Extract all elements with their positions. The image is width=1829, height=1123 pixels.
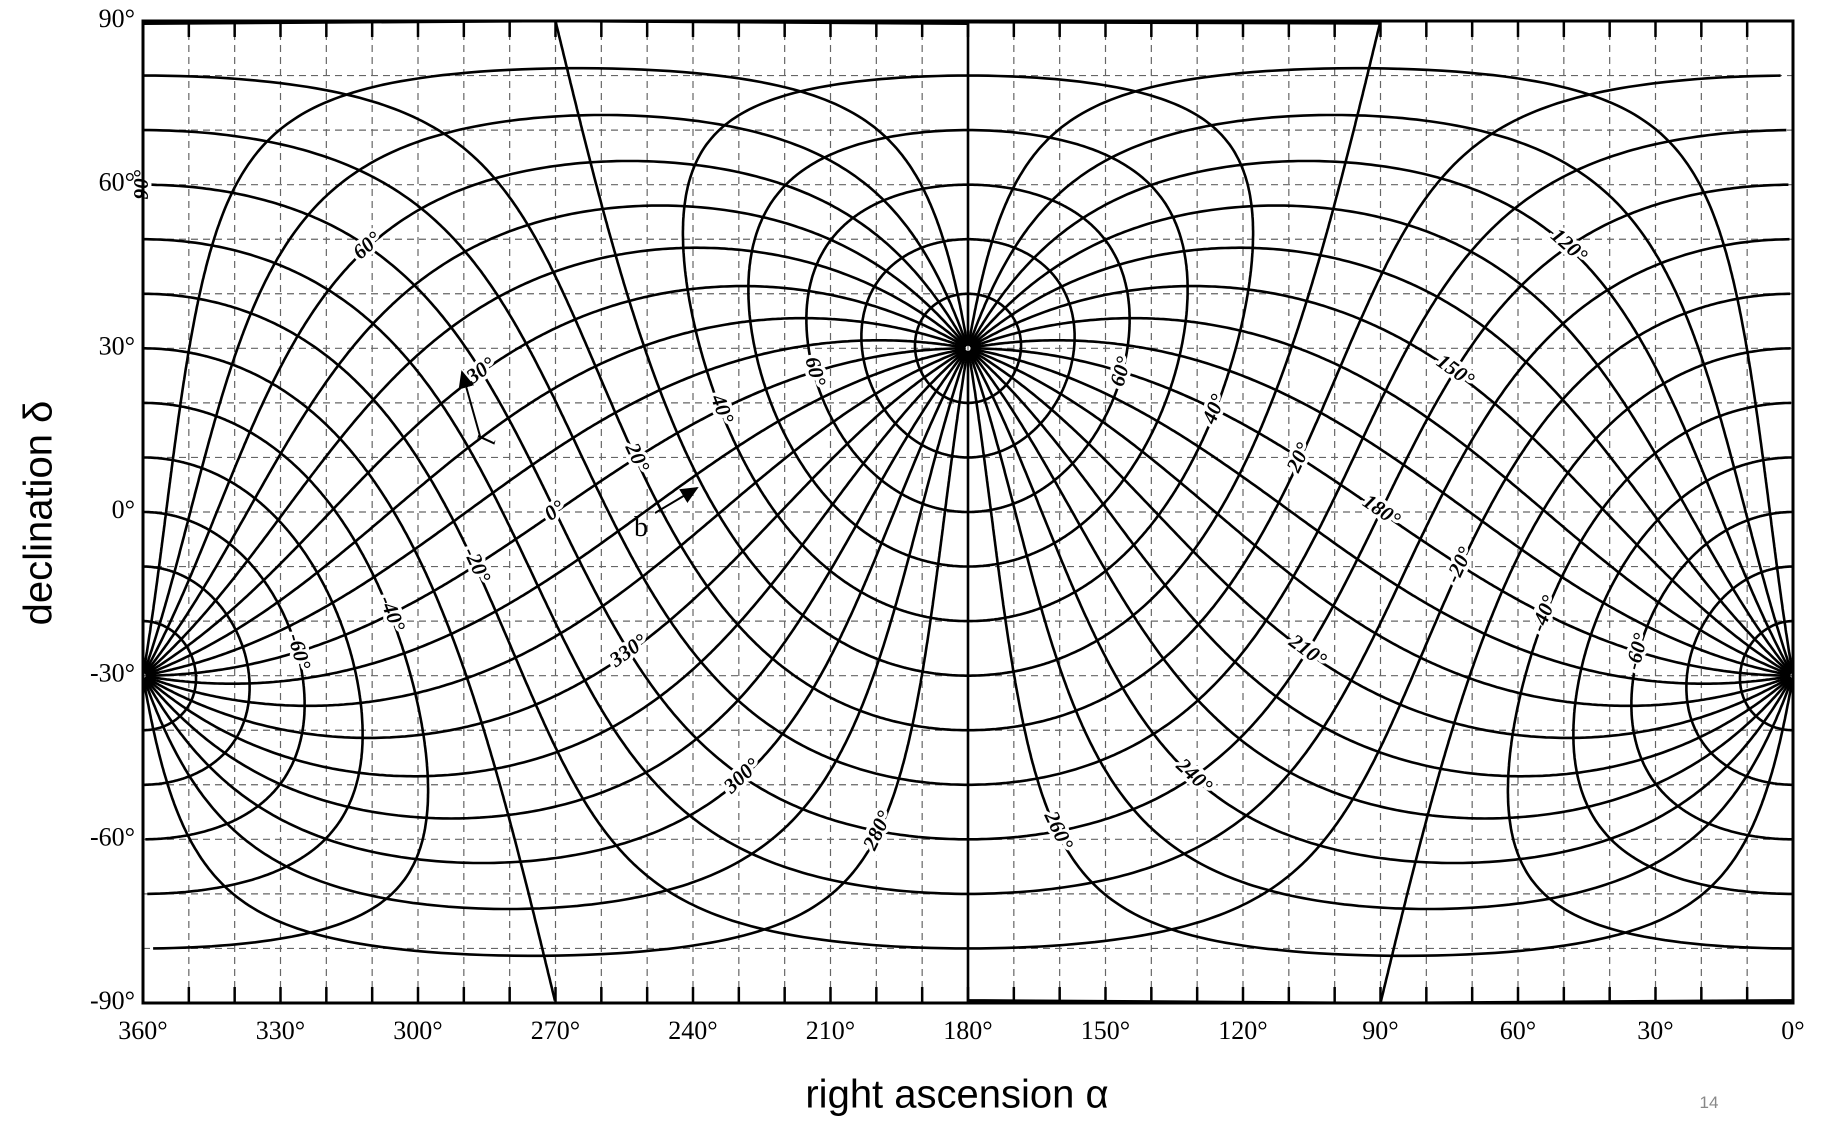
x-tick-label: 150° — [1081, 1016, 1130, 1045]
latitude-line — [143, 183, 1789, 841]
longitude-line — [970, 339, 1791, 677]
longitude-line — [143, 159, 968, 674]
longitude-line — [968, 159, 1793, 674]
x-axis-label: right ascension α — [805, 1073, 1108, 1117]
longitude-line — [967, 113, 1793, 674]
longitude-line — [145, 316, 966, 676]
l-arrow — [458, 370, 481, 437]
x-tick-label: 360° — [118, 1016, 167, 1045]
y-tick-label: 0° — [112, 495, 135, 524]
longitude-line — [144, 348, 967, 740]
latitude-line — [143, 128, 1787, 787]
b-arrow — [654, 486, 699, 514]
y-tick-label: 90° — [99, 4, 135, 33]
longitude-line — [143, 350, 968, 865]
longitude-line — [144, 246, 967, 675]
x-tick-label: 210° — [806, 1016, 855, 1045]
x-tick-label: 300° — [393, 1016, 442, 1045]
plot-frame — [141, 19, 1795, 1005]
longitude-line — [969, 246, 1792, 675]
longitude-line — [967, 66, 1793, 674]
longitude-line — [969, 349, 1792, 778]
x-tick-label: 330° — [256, 1016, 305, 1045]
longitude-line — [143, 349, 968, 820]
y-tick-label: -60° — [90, 822, 135, 851]
longitude-line — [145, 347, 966, 677]
longitude-line — [967, 350, 1793, 911]
x-tick-label: 60° — [1500, 1016, 1536, 1045]
longitude-line — [145, 339, 966, 677]
x-tick-label: 30° — [1637, 1016, 1673, 1045]
longitude-line — [143, 204, 968, 675]
x-tick-label: 180° — [943, 1016, 992, 1045]
longitude-line — [143, 113, 969, 674]
y-axis-label: declination δ — [17, 401, 61, 626]
x-tick-label: 240° — [668, 1016, 717, 1045]
longitude-line — [144, 349, 967, 778]
longitude-line — [143, 350, 969, 958]
longitude-line — [143, 351, 1793, 1003]
longitude-line — [970, 347, 1791, 685]
longitude-line — [968, 204, 1793, 675]
x-tick-label: 0° — [1781, 1016, 1804, 1045]
galactic-grid — [143, 21, 1793, 1003]
longitude-line — [970, 316, 1791, 676]
latitude-line — [143, 292, 1791, 950]
y-tick-label: -30° — [90, 659, 135, 688]
longitude-line — [143, 66, 969, 674]
longitude-line — [970, 348, 1791, 708]
page-number: 14 — [1700, 1093, 1719, 1112]
longitude-line — [969, 348, 1792, 740]
longitude-line — [143, 21, 970, 673]
curve-label: 90° — [129, 169, 153, 199]
x-tick-label: 270° — [531, 1016, 580, 1045]
longitude-line — [145, 347, 966, 685]
latitude-line — [143, 74, 1781, 732]
x-tick-label: 120° — [1218, 1016, 1267, 1045]
longitude-line — [968, 350, 1793, 865]
latitude-line — [143, 237, 1790, 896]
b-arrow-label: b — [634, 512, 648, 543]
longitude-line — [970, 347, 1791, 677]
y-tick-label: 30° — [99, 331, 135, 360]
longitude-line — [143, 350, 969, 911]
y-tick-label: -90° — [90, 986, 135, 1015]
longitude-line — [969, 284, 1792, 676]
longitude-line — [967, 350, 1793, 958]
y-tick-label: 60° — [99, 168, 135, 197]
x-tick-label: 90° — [1362, 1016, 1398, 1045]
longitude-line — [145, 348, 966, 708]
longitude-line — [144, 284, 967, 676]
longitude-line — [968, 349, 1793, 820]
